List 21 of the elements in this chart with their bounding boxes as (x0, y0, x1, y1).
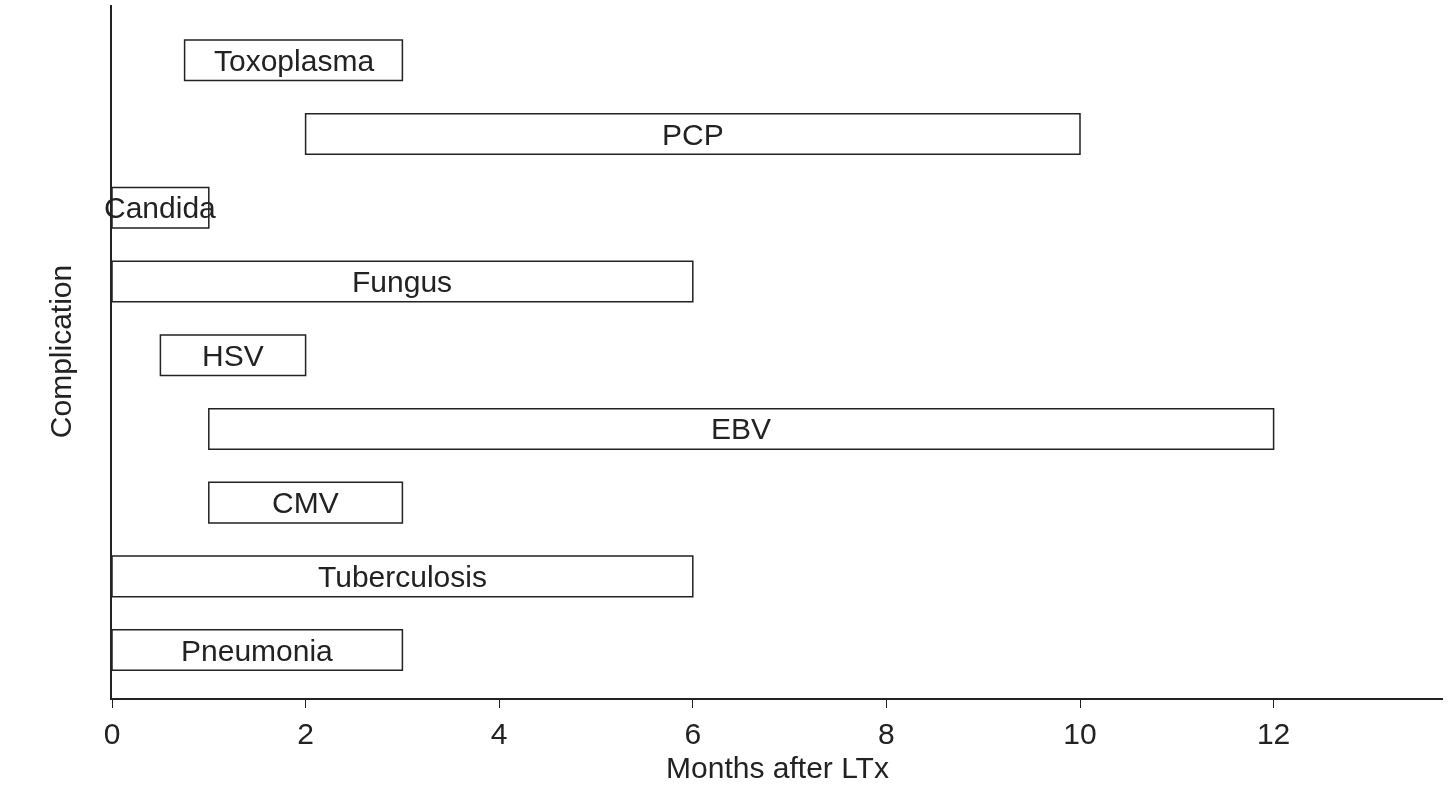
x-tick-label: 8 (878, 716, 895, 750)
x-axis-title: Months after LTx (666, 750, 889, 784)
y-tick-label: Toxoplasma (214, 44, 375, 77)
bar (159, 334, 307, 377)
y-tick-label: EBV (711, 412, 772, 445)
x-tick-label: 12 (1256, 716, 1291, 750)
y-tick-label: PCP (662, 118, 724, 151)
x-tick-label: 4 (490, 716, 508, 750)
y-tick-label: CMV (272, 486, 339, 519)
bar (304, 112, 1081, 156)
bar (208, 481, 404, 524)
y-tick-label: HSV (202, 339, 264, 372)
y-axis-title: Complication (43, 264, 77, 439)
bar (208, 407, 1275, 450)
y-tick-label: Tuberculosis (318, 560, 487, 593)
x-tick-label: 2 (297, 716, 314, 750)
x-tick-label: 0 (103, 716, 121, 750)
y-tick-label: Pneumonia (181, 634, 334, 667)
y-tick-label: Fungus (352, 265, 453, 298)
x-tick-label: 10 (1063, 716, 1097, 750)
x-tick-label: 6 (684, 716, 702, 750)
